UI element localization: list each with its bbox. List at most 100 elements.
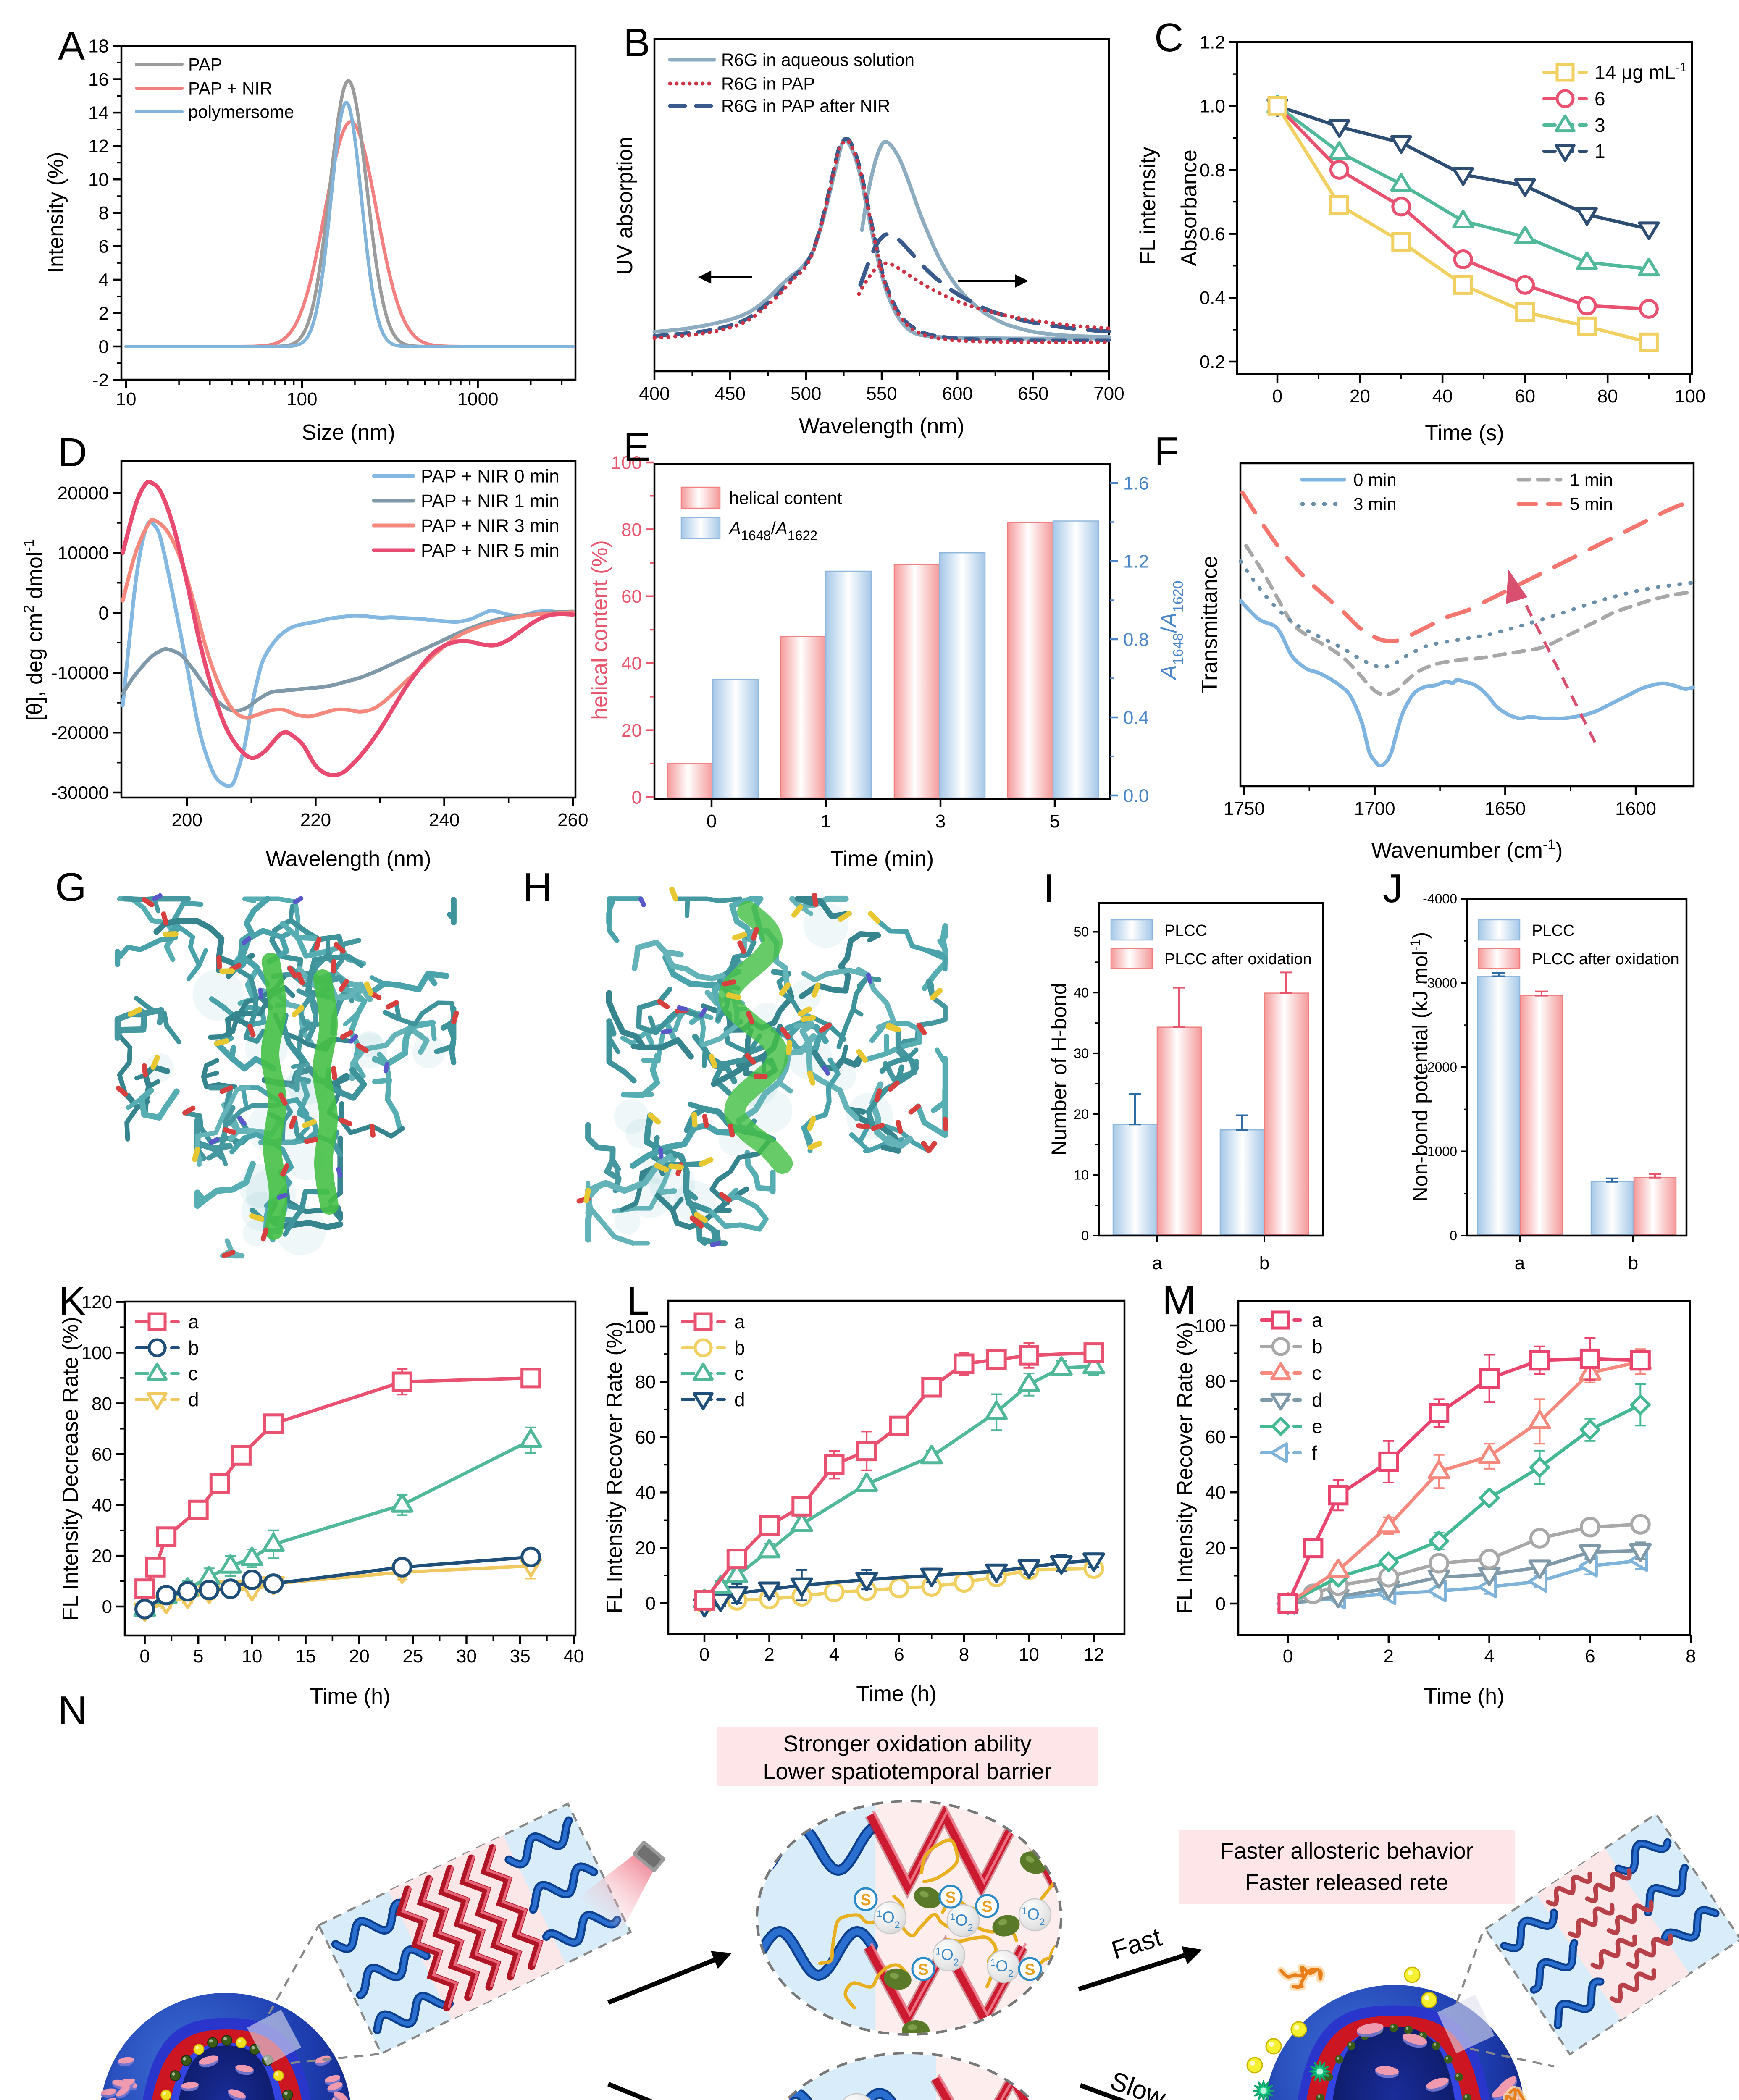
svg-text:Time (h): Time (h) <box>856 1682 937 1706</box>
svg-text:E: E <box>623 425 650 470</box>
svg-text:40: 40 <box>1432 386 1453 407</box>
svg-text:18: 18 <box>88 36 109 56</box>
svg-text:8: 8 <box>99 203 109 223</box>
svg-text:1000: 1000 <box>457 389 499 410</box>
svg-text:10000: 10000 <box>58 543 109 564</box>
svg-text:0: 0 <box>102 1596 112 1617</box>
svg-text:40: 40 <box>621 654 642 674</box>
svg-text:700: 700 <box>1093 383 1124 404</box>
svg-text:0: 0 <box>99 603 109 623</box>
svg-text:0.8: 0.8 <box>1200 160 1225 181</box>
svg-text:25: 25 <box>402 1646 423 1667</box>
svg-text:10: 10 <box>88 170 109 190</box>
svg-text:Absorbance: Absorbance <box>1177 150 1201 266</box>
svg-text:PAP + NIR 3 min: PAP + NIR 3 min <box>421 515 560 536</box>
svg-text:PAP + NIR 1 min: PAP + NIR 1 min <box>421 491 560 511</box>
svg-text:Number of H-bond: Number of H-bond <box>1047 983 1071 1155</box>
svg-text:FL Intensity Recover Rate (%): FL Intensity Recover Rate (%) <box>602 1322 627 1614</box>
svg-text:Slow: Slow <box>1106 2066 1169 2100</box>
svg-text:100: 100 <box>611 452 642 473</box>
svg-text:PAP + NIR 0 min: PAP + NIR 0 min <box>421 466 560 486</box>
svg-text:20: 20 <box>1074 1107 1089 1122</box>
svg-text:d: d <box>1312 1389 1323 1411</box>
svg-text:c: c <box>1312 1362 1321 1384</box>
svg-text:B: B <box>623 20 650 65</box>
svg-text:5: 5 <box>1050 811 1060 832</box>
svg-text:S: S <box>1024 1961 1035 1979</box>
svg-text:PAP + NIR: PAP + NIR <box>188 79 272 98</box>
svg-text:3: 3 <box>935 811 946 832</box>
svg-text:1600: 1600 <box>1615 798 1656 819</box>
svg-text:14: 14 <box>88 103 109 123</box>
svg-text:80: 80 <box>621 520 642 540</box>
svg-text:a: a <box>1515 1253 1525 1273</box>
svg-text:200: 200 <box>171 810 202 830</box>
svg-text:0.4: 0.4 <box>1123 707 1149 728</box>
svg-text:0: 0 <box>1081 1228 1089 1243</box>
svg-text:b: b <box>734 1337 745 1359</box>
svg-text:0: 0 <box>1450 1228 1457 1243</box>
svg-text:PAP: PAP <box>188 55 222 74</box>
svg-text:0 min: 0 min <box>1353 470 1397 490</box>
svg-text:260: 260 <box>557 810 588 830</box>
svg-text:a: a <box>1312 1309 1323 1331</box>
svg-text:1: 1 <box>1595 140 1605 162</box>
svg-text:FL Intensity Decrease Rate (%): FL Intensity Decrease Rate (%) <box>58 1317 83 1620</box>
svg-text:Time (h): Time (h) <box>310 1684 391 1709</box>
svg-text:Time (min): Time (min) <box>830 847 934 871</box>
svg-text:M: M <box>1162 1278 1196 1323</box>
svg-text:I: I <box>1043 866 1055 911</box>
svg-text:A1648/A1620: A1648/A1620 <box>1157 580 1186 680</box>
svg-text:b: b <box>188 1337 199 1359</box>
svg-text:[θ], deg cm2 dmol-1: [θ], deg cm2 dmol-1 <box>21 539 47 721</box>
svg-text:0: 0 <box>1272 386 1282 407</box>
svg-text:PLCC after oxidation: PLCC after oxidation <box>1532 950 1679 968</box>
svg-text:Faster allosteric behavior: Faster allosteric behavior <box>1220 1838 1473 1864</box>
svg-text:20: 20 <box>1205 1538 1226 1559</box>
svg-text:1750: 1750 <box>1224 798 1265 819</box>
svg-text:J: J <box>1383 866 1403 911</box>
svg-text:a: a <box>734 1311 745 1333</box>
svg-text:N: N <box>58 1688 87 1733</box>
svg-text:6: 6 <box>1595 88 1605 110</box>
svg-text:2: 2 <box>764 1644 774 1665</box>
svg-text:0: 0 <box>646 1593 656 1614</box>
svg-text:60: 60 <box>1515 386 1535 407</box>
svg-text:600: 600 <box>942 383 973 404</box>
svg-text:S: S <box>860 1891 871 1909</box>
svg-text:D: D <box>58 430 87 475</box>
svg-text:220: 220 <box>300 810 331 830</box>
svg-text:10: 10 <box>242 1646 262 1667</box>
svg-text:-1000: -1000 <box>1423 1144 1457 1159</box>
svg-text:60: 60 <box>621 586 642 607</box>
svg-text:2: 2 <box>1384 1646 1394 1667</box>
svg-text:A1648/A1622: A1648/A1622 <box>728 518 817 543</box>
svg-text:0: 0 <box>1216 1593 1226 1614</box>
svg-text:0: 0 <box>632 787 642 808</box>
svg-text:Transmittance: Transmittance <box>1198 556 1222 693</box>
svg-text:6: 6 <box>894 1644 904 1665</box>
svg-text:b: b <box>1259 1253 1269 1273</box>
svg-text:Intensity (%): Intensity (%) <box>44 152 68 273</box>
svg-text:Lower spatiotemporal barrier: Lower spatiotemporal barrier <box>763 1759 1051 1784</box>
svg-text:-2: -2 <box>92 370 109 391</box>
svg-text:f: f <box>1312 1442 1317 1464</box>
svg-text:Non-bond potential (kJ mol-1): Non-bond potential (kJ mol-1) <box>1408 932 1432 1202</box>
svg-text:4: 4 <box>99 270 109 290</box>
svg-text:30: 30 <box>1074 1046 1089 1061</box>
svg-text:100: 100 <box>625 1316 656 1337</box>
svg-text:80: 80 <box>1597 386 1618 407</box>
svg-text:0.4: 0.4 <box>1200 288 1225 308</box>
svg-text:R6G in PAP: R6G in PAP <box>721 74 815 94</box>
svg-text:C: C <box>1154 15 1183 60</box>
svg-text:L: L <box>627 1278 649 1323</box>
svg-text:10: 10 <box>116 389 137 410</box>
svg-text:-30000: -30000 <box>51 782 109 803</box>
svg-text:PLCC: PLCC <box>1164 922 1207 940</box>
svg-text:12: 12 <box>88 136 109 157</box>
svg-text:4: 4 <box>1484 1646 1494 1667</box>
svg-text:0: 0 <box>99 336 109 357</box>
svg-text:12: 12 <box>1084 1644 1104 1665</box>
svg-text:Faster released rete: Faster released rete <box>1245 1870 1448 1895</box>
svg-text:450: 450 <box>715 383 746 404</box>
